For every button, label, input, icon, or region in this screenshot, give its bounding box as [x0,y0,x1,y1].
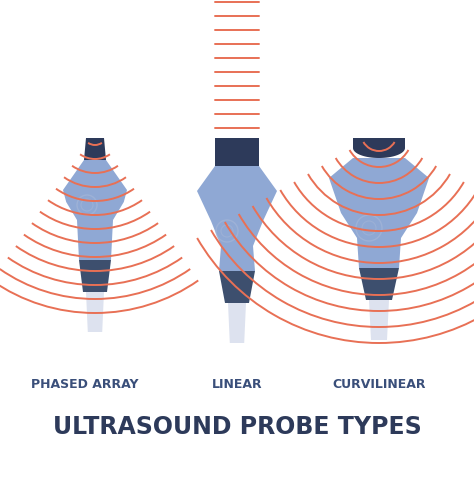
Polygon shape [79,260,111,292]
Polygon shape [359,268,399,300]
Polygon shape [369,300,389,340]
Polygon shape [84,138,106,160]
Polygon shape [329,158,429,268]
Text: ULTRASOUND PROBE TYPES: ULTRASOUND PROBE TYPES [53,415,421,439]
Polygon shape [228,303,246,343]
Text: LINEAR: LINEAR [212,378,262,391]
Polygon shape [219,271,255,303]
Polygon shape [197,166,277,271]
Text: PHASED ARRAY: PHASED ARRAY [31,378,139,391]
Text: CURVILINEAR: CURVILINEAR [332,378,426,391]
Polygon shape [63,160,127,260]
Polygon shape [215,138,259,166]
Polygon shape [353,138,405,158]
Polygon shape [86,292,104,332]
